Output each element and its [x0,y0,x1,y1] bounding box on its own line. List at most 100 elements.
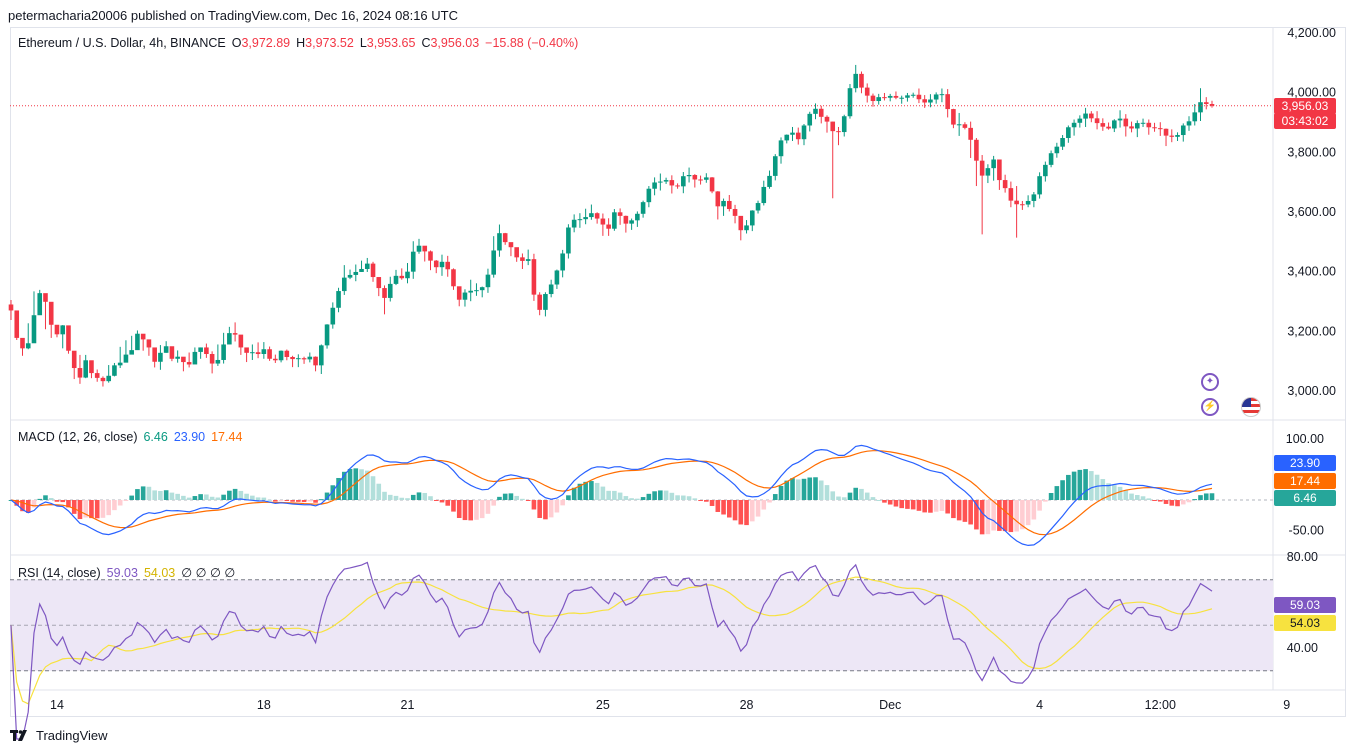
macd-histogram-bar [123,500,129,501]
candle-body [675,185,680,187]
macd-histogram-bar [514,495,519,500]
tradingview-brand[interactable]: TradingView [10,728,108,743]
us-flag-icon[interactable] [1241,397,1261,417]
macd-histogram-bar [1014,500,1019,532]
candle-body [508,242,514,248]
candle-body [566,227,571,254]
macd-histogram-bar [698,500,703,501]
candle-body [836,131,841,133]
macd-histogram-bar [548,500,554,518]
candle-body [31,315,37,344]
macd-histogram-bar [428,496,433,500]
macd-histogram-bar [20,500,25,512]
macd-histogram-bar [1180,500,1186,505]
candle-body [772,156,778,176]
rsi-title[interactable]: RSI (14, close) [18,565,101,580]
candle-body [1066,127,1071,139]
candle-body [583,217,588,220]
macd-histogram-bar [261,497,267,500]
low-value: 3,953.65 [366,36,416,50]
brand-name: TradingView [36,728,108,743]
macd-histogram-bar [1123,490,1129,500]
macd-histogram-bar [767,500,772,503]
candle-body [887,95,893,98]
candle-body [1146,122,1152,128]
candle-body [364,263,370,269]
candle-body [1123,118,1129,127]
macd-histogram-bar [163,490,169,500]
macd-histogram-bar [974,500,979,530]
macd-histogram-bar [341,471,347,500]
macd-histogram-bar [456,500,462,519]
candle-body [1175,135,1180,137]
candle-body [548,284,554,295]
candle-body [801,125,807,140]
macd-histogram-bar [497,496,502,500]
compass-icon[interactable]: ✦ [1201,373,1219,391]
candle-body [1157,128,1163,130]
macd-histogram-bar [715,500,721,512]
price-legend: Ethereum / U.S. Dollar, 4h, BINANCE O3,9… [18,36,578,50]
candle-body [1048,153,1054,165]
macd-histogram-bar [744,500,749,526]
candle-body [221,344,226,360]
macd-histogram-bar [928,500,933,513]
macd-histogram-bar [359,469,364,500]
candle-body [824,116,830,122]
last-price-tag: 3,956.03 [1274,98,1336,114]
candle-body [48,301,54,325]
candle-body [1129,126,1134,129]
candle-body [635,213,640,221]
macd-histogram-bar [853,487,859,500]
candle-body [445,261,451,270]
macd-histogram-bar [704,500,709,502]
hist-axis-tag: 6.46 [1274,490,1336,506]
candle-body [669,180,675,186]
symbol-title[interactable]: Ethereum / U.S. Dollar, 4h, BINANCE [18,36,226,50]
macd-histogram-bar [1175,500,1180,507]
candle-body [163,346,169,353]
candle-body [60,325,66,335]
candle-body [468,290,474,293]
macd-histogram-bar [692,498,698,500]
macd-title[interactable]: MACD (12, 26, close) [18,430,138,444]
candle-body [399,275,405,279]
macd-histogram-bar [278,500,284,501]
chart-frame [10,27,1346,717]
macd-histogram-bar [290,500,295,502]
macd-histogram-bar [250,495,255,500]
candle-body [146,339,152,348]
candle-body [296,358,301,360]
macd-histogram-bar [922,500,927,513]
candle-body [795,132,801,140]
candle-body [347,274,353,278]
macd-histogram-bar [589,481,594,500]
macd-histogram-bar [939,500,945,511]
rsi-value: 59.03 [106,565,138,580]
candle-body [181,356,186,363]
macd-histogram-bar [296,500,301,502]
price-axis-label: 3,400.00 [1287,265,1336,279]
rsi-ma-value: 54.03 [143,565,176,580]
macd-hist-value: 6.46 [143,430,168,444]
candle-body [899,97,904,99]
candle-body [152,347,157,362]
macd-histogram-bar [1083,469,1088,500]
candle-body [991,159,996,169]
candle-body [985,168,991,176]
candle-body [847,88,853,117]
close-value: 3,956.03 [430,36,480,50]
rsi-ma-axis-tag: 54.03 [1274,615,1336,631]
candle-body [117,362,123,366]
macd-axis-label: 100.00 [1286,432,1324,446]
macd-histogram-bar [100,500,106,518]
lightning-icon[interactable]: ⚡ [1201,398,1219,416]
macd-histogram-bar [244,493,249,500]
rsi-axis-label: 40.00 [1287,641,1318,655]
candle-body [905,95,910,98]
candle-body [290,356,295,360]
macd-histogram-bar [617,492,623,500]
macd-histogram-bar [1209,493,1215,500]
macd-histogram-bar [1152,500,1157,501]
